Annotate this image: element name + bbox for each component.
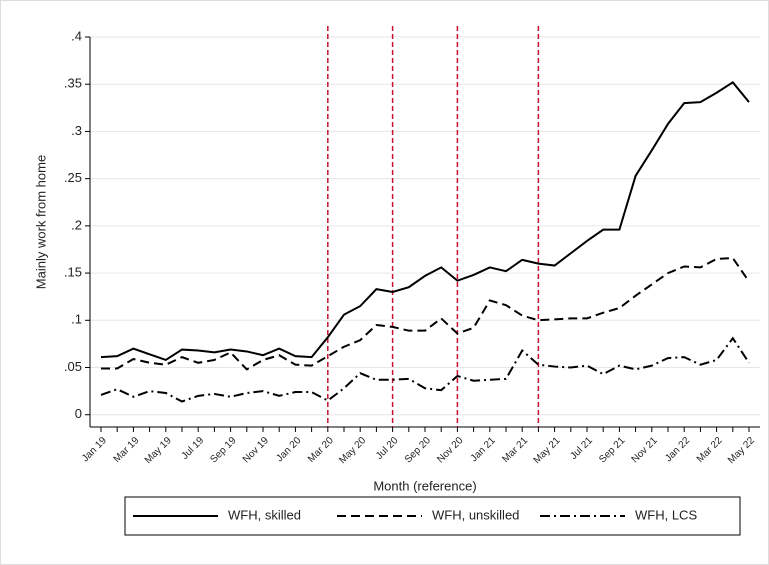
y-tick-label: .35 xyxy=(64,76,82,91)
series-line xyxy=(100,81,750,362)
legend-label: WFH, LCS xyxy=(635,507,697,522)
y-tick-label: .05 xyxy=(64,359,82,374)
y-tick-label: .2 xyxy=(71,217,82,232)
y-tick-label: .3 xyxy=(71,123,82,138)
y-tick-label: .4 xyxy=(71,28,82,43)
x-axis-label: Month (reference) xyxy=(373,478,476,493)
series-line xyxy=(101,256,750,371)
legend-label: WFH, skilled xyxy=(228,507,301,522)
series-line xyxy=(100,336,750,403)
y-axis-label: Mainly work from home xyxy=(33,155,48,289)
legend-label: WFH, unskilled xyxy=(432,507,519,522)
y-tick-label: .1 xyxy=(71,312,82,327)
legend xyxy=(124,496,741,536)
y-tick-label: 0 xyxy=(75,406,82,421)
y-tick-label: .25 xyxy=(64,170,82,185)
y-tick-label: .15 xyxy=(64,265,82,280)
